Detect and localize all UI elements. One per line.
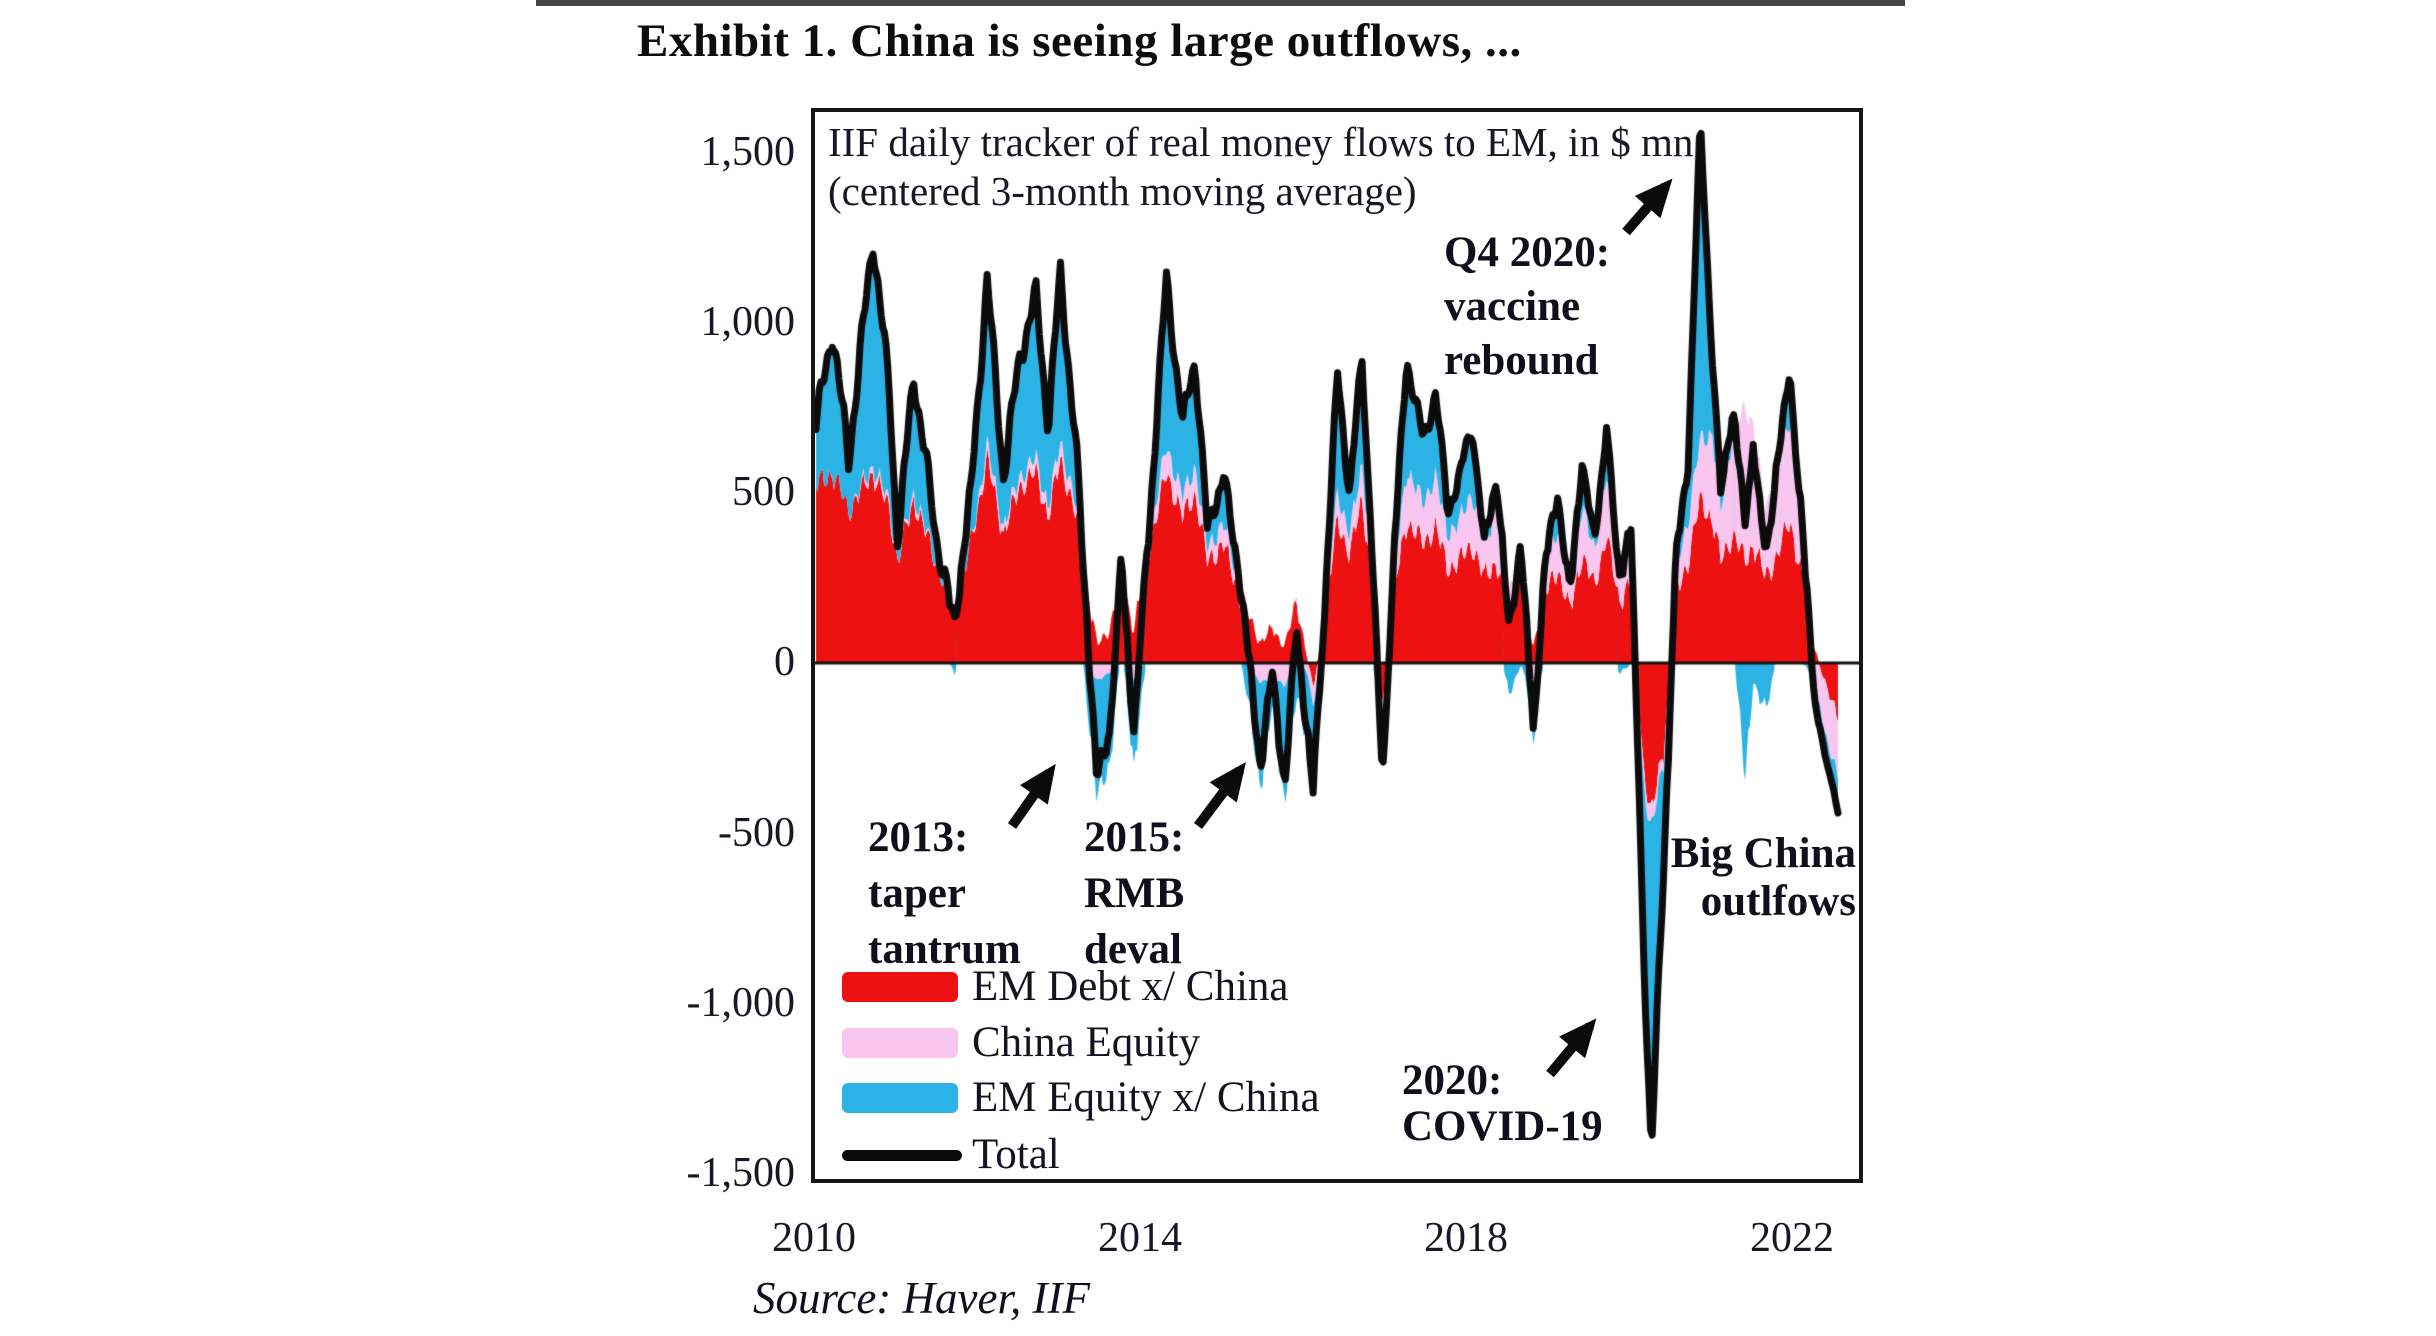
annotation-vaccine-rebound: Q4 2020: vaccine rebound: [1444, 229, 1611, 384]
x-tick-2010: 2010: [772, 1215, 856, 1261]
y-tick-1000: 1,000: [700, 299, 796, 345]
source-note: Source: Haver, IIF: [753, 1273, 1090, 1323]
legend-swatch-em-equity: [842, 1083, 958, 1113]
legend-label-em-debt: EM Debt x/ China: [972, 963, 1289, 1010]
legend-label-total: Total: [972, 1131, 1060, 1178]
legend-label-em-equity: EM Equity x/ China: [972, 1074, 1320, 1121]
page-title: Exhibit 1. China is seeing large outflow…: [637, 15, 1522, 67]
legend-label-china-equity: China Equity: [972, 1019, 1201, 1066]
x-tick-2022: 2022: [1750, 1215, 1834, 1261]
annotation-covid: 2020: COVID-19: [1402, 1057, 1603, 1150]
chart-canvas: [815, 112, 1859, 1179]
page-top-bar: [536, 0, 1905, 6]
y-tick-m1000: -1,000: [686, 980, 796, 1026]
annotation-taper-tantrum: 2013: taper tantrum: [868, 814, 1021, 973]
x-tick-2014: 2014: [1098, 1215, 1182, 1261]
annotation-big-china-outflows: Big China outlfows: [1670, 830, 1856, 925]
chart-note: IIF daily tracker of real money flows to…: [828, 118, 1693, 216]
annotation-rmb-deval: 2015: RMB deval: [1084, 814, 1185, 973]
legend-swatch-em-debt: [842, 972, 958, 1002]
y-tick-0: 0: [774, 639, 795, 685]
chart-note-line2: (centered 3-month moving average): [828, 168, 1417, 214]
y-tick-m1500: -1,500: [686, 1150, 796, 1196]
y-tick-500: 500: [732, 469, 795, 515]
y-tick-1500: 1,500: [700, 129, 796, 175]
chart-note-line1: IIF daily tracker of real money flows to…: [828, 119, 1694, 165]
legend-swatch-china-equity: [842, 1028, 958, 1058]
legend-swatch-total: [842, 1150, 962, 1161]
y-tick-m500: -500: [718, 810, 795, 856]
x-tick-2018: 2018: [1424, 1215, 1508, 1261]
